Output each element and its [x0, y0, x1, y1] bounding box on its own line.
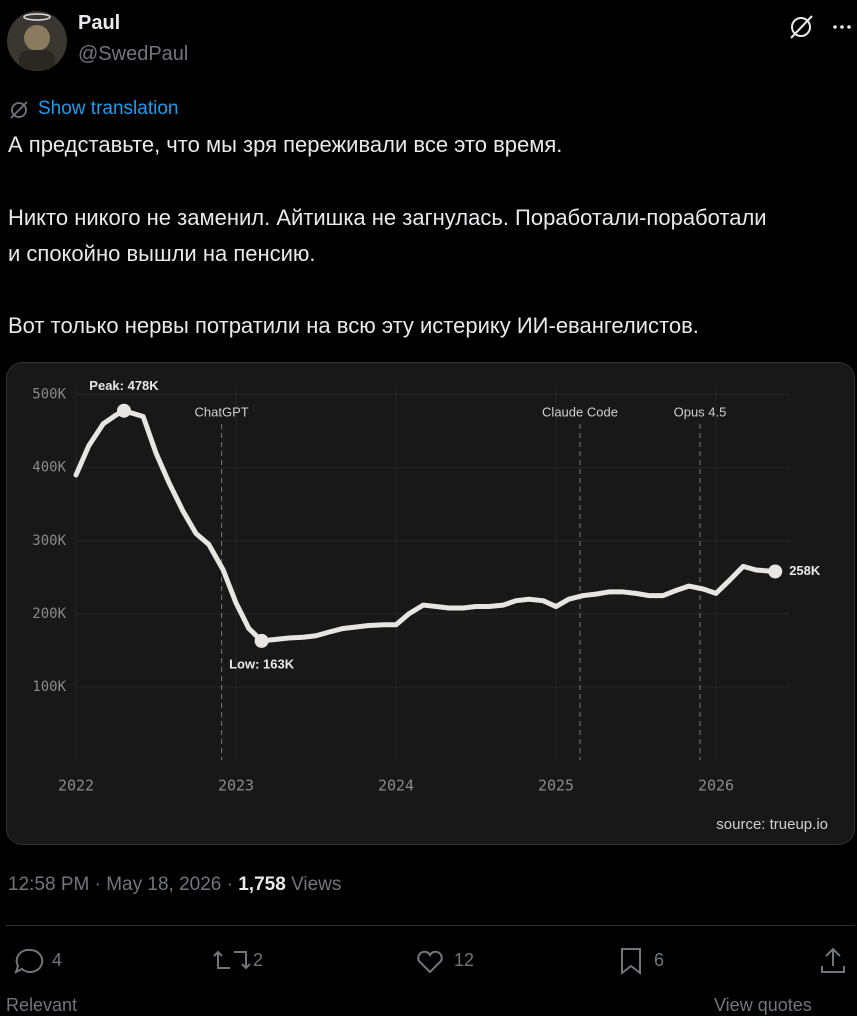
annotation-label: Low: 163K [229, 656, 295, 671]
chart-source: source: trueup.io [716, 816, 828, 833]
tweet-text: Вот только нервы потратили на всю эту ис… [8, 313, 699, 338]
views-count: 1,758 [238, 874, 286, 895]
translate-icon [10, 101, 28, 119]
x-tick-label: 2024 [378, 777, 414, 795]
event-label: ChatGPT [195, 404, 249, 419]
like-count[interactable]: 12 [454, 950, 475, 970]
annotation-point [254, 633, 269, 648]
top-icons [790, 15, 851, 39]
y-tick-label: 400K [32, 460, 66, 476]
timestamp: 12:58 PM · May 18, 2026 · [8, 874, 233, 895]
annotation-point [117, 403, 131, 418]
divider [6, 925, 855, 926]
event-label: Claude Code [542, 404, 618, 419]
show-translation[interactable]: Show translation [38, 98, 179, 119]
author-handle[interactable]: @SwedPaul [78, 43, 189, 65]
data-line [73, 408, 778, 644]
bookmark-count[interactable]: 6 [654, 950, 665, 970]
tweet-meta: 12:58 PM · May 18, 2026 · 1,758 Views [8, 874, 341, 896]
repost-count[interactable]: 2 [253, 950, 264, 970]
y-tick-label: 500K [32, 387, 66, 403]
x-tick-label: 2023 [218, 777, 254, 795]
chart[interactable]: source: trueup.io 100K 200K 300K 400K 500K 20… [0, 362, 857, 846]
sort-relevant[interactable]: Relevant [6, 995, 78, 1015]
y-tick-label: 300K [32, 533, 66, 549]
x-tick-label: 2025 [538, 777, 574, 795]
view-quotes[interactable]: View quotes [714, 995, 812, 1015]
tweet-text: Никто никого не заменил. Айтишка не загн… [8, 205, 767, 266]
annotation-label: 258K [789, 563, 821, 578]
y-tick-label: 100K [32, 679, 66, 695]
x-tick-label: 2026 [698, 777, 734, 795]
x-tick-label: 2022 [58, 777, 94, 795]
annotation-point [768, 564, 783, 579]
avatar[interactable] [6, 10, 68, 72]
action-icons [14, 947, 845, 976]
author-name[interactable]: Paul [78, 12, 121, 34]
annotation-label: Peak: 478K [89, 378, 159, 393]
reply-count[interactable]: 4 [52, 950, 63, 970]
tweet-text: А представьте, что мы зря переживали все… [8, 132, 563, 157]
event-label: Opus 4.5 [674, 404, 727, 419]
views-label: Views [291, 874, 342, 895]
y-tick-label: 200K [32, 606, 66, 622]
